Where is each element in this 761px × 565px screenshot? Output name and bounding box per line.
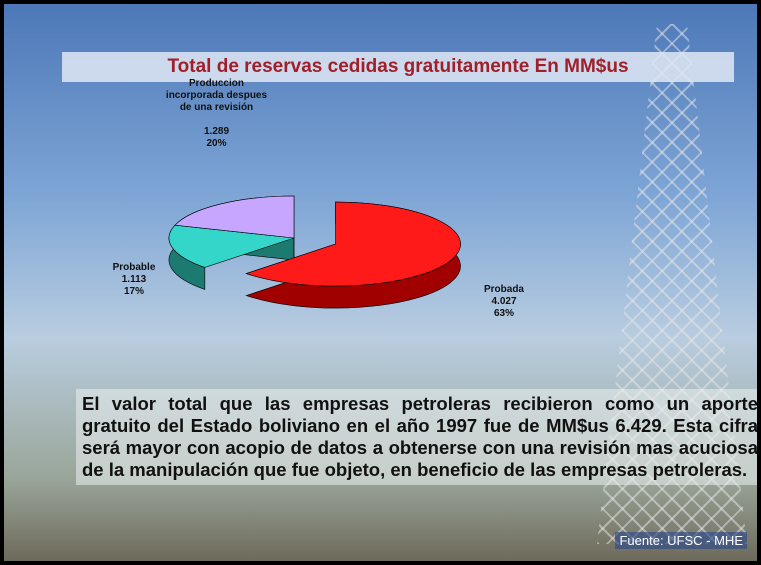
source: Fuente: UFSC - MHE — [615, 532, 747, 549]
background: Total de reservas cedidas gratuitamente … — [4, 4, 757, 561]
slice-label: Probada — [474, 284, 534, 296]
percent-label: 63% — [474, 308, 534, 320]
value-label: 4.027 — [474, 296, 534, 308]
value-label: 1.113 — [104, 274, 164, 286]
percent-label: 20% — [159, 138, 274, 150]
slide: Total de reservas cedidas gratuitamente … — [0, 0, 761, 565]
body-text: El valor total que las empresas petroler… — [76, 389, 757, 485]
slice-label: Produccion incorporada despues de una re… — [159, 78, 274, 114]
value-label: 1.289 — [159, 126, 274, 138]
percent-label: 17% — [104, 286, 164, 298]
slice-label: Probable — [104, 262, 164, 274]
